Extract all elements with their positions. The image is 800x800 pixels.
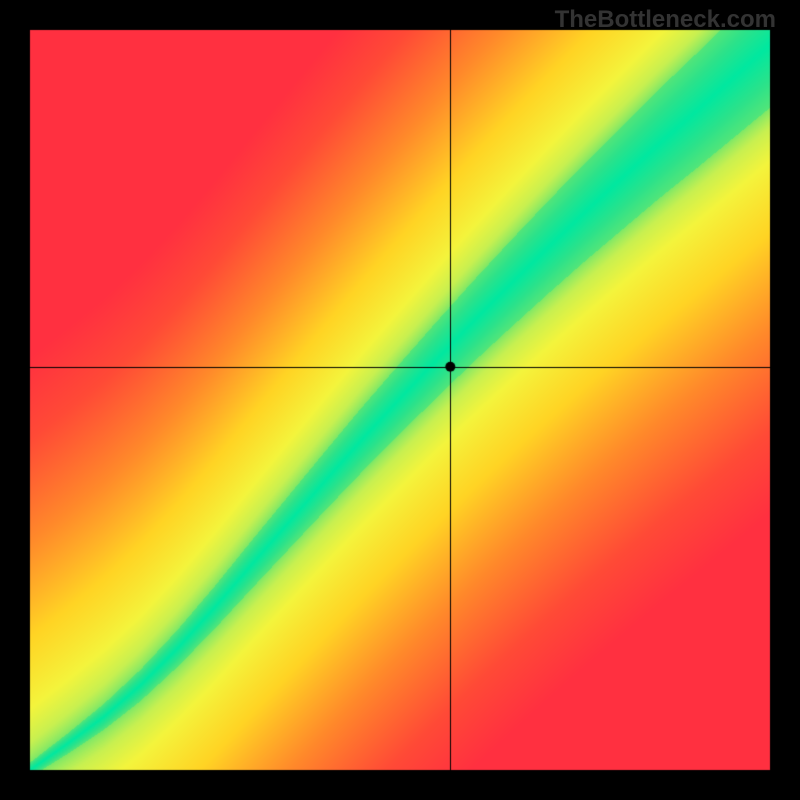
- bottleneck-heatmap-chart: TheBottleneck.com: [0, 0, 800, 800]
- heatmap-canvas: [0, 0, 800, 800]
- watermark-text: TheBottleneck.com: [555, 6, 776, 34]
